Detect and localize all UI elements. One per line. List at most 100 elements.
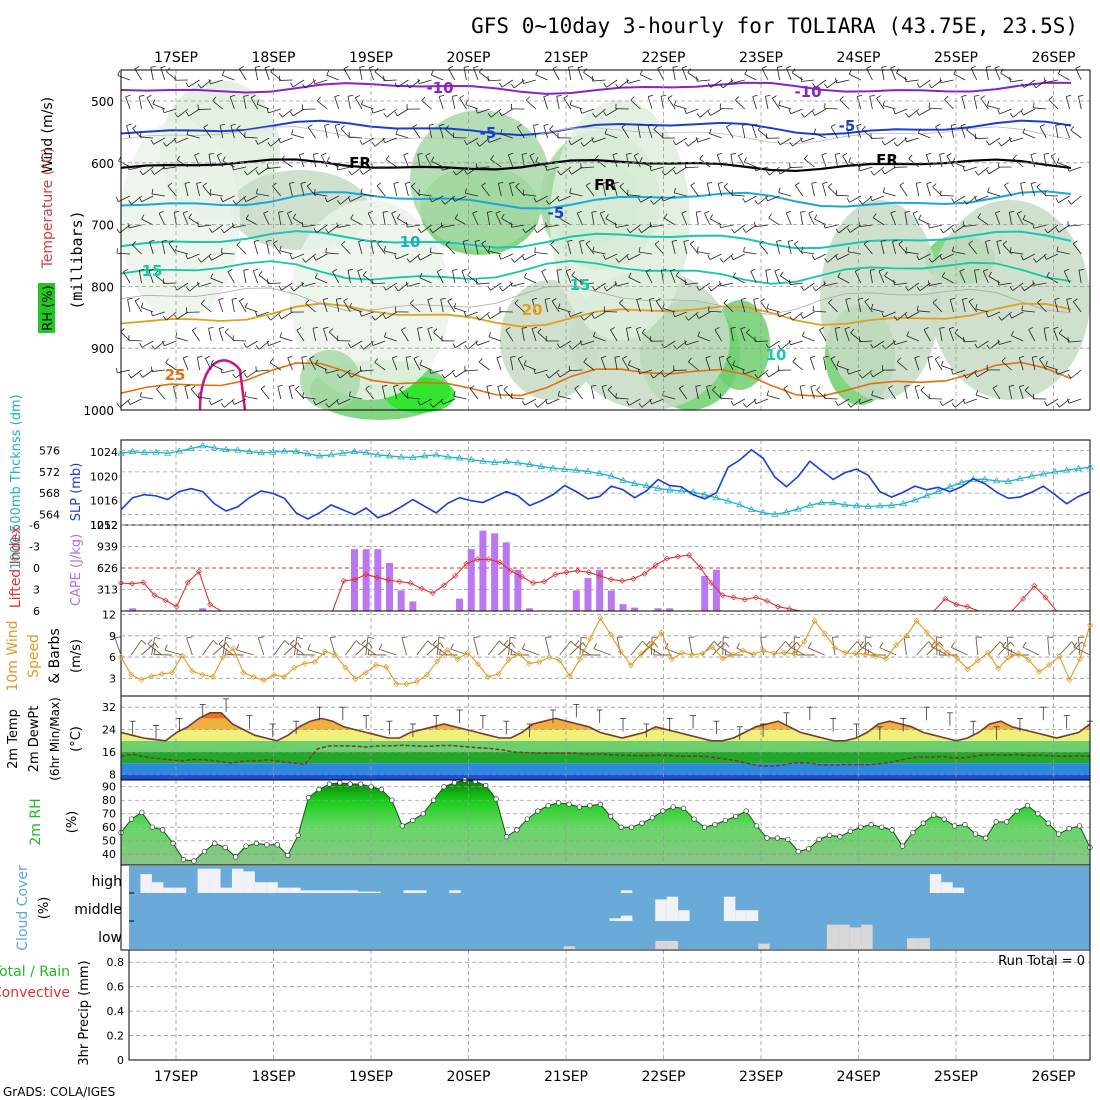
cloud-bar-low — [838, 924, 850, 949]
wind-barb-flag — [741, 297, 747, 300]
wind-speed-point — [699, 650, 706, 657]
wind-barb-flag — [812, 306, 814, 312]
wind-barb — [882, 105, 896, 110]
surface-wind-barb-flag — [330, 636, 337, 639]
wind-barb-flag — [645, 268, 651, 272]
surface-wind-barb-flag — [224, 648, 227, 655]
cloud-bg — [129, 866, 1090, 949]
wind-barb — [479, 311, 490, 321]
wind-barb — [942, 276, 954, 284]
li-point — [418, 585, 425, 592]
rh-point — [305, 794, 312, 801]
wind-barb-flag — [336, 165, 339, 171]
wind-barb — [605, 253, 618, 260]
wind-barb-flag — [712, 386, 717, 391]
wind-barb-flag — [413, 355, 419, 359]
wind-barb — [836, 194, 850, 197]
wind-barb — [347, 96, 351, 110]
wind-barb-flag — [876, 95, 881, 99]
wind-barb-flag — [568, 66, 574, 68]
wind-tick-label: 6 — [109, 651, 116, 664]
wind-barb-flag — [150, 66, 156, 68]
thickness-point — [269, 448, 277, 455]
li-point — [964, 603, 971, 610]
wind-speed-point — [403, 680, 410, 687]
wind-barb-flag — [986, 169, 990, 175]
wind-barb-flag — [220, 196, 224, 202]
thickness-point — [420, 452, 429, 459]
wind-barb — [134, 68, 142, 81]
contour-10 — [120, 230, 1072, 250]
wind-barb-flag — [394, 286, 399, 292]
wind-barb-flag — [1013, 154, 1017, 159]
wind-barb-flag — [1053, 326, 1059, 330]
cloud-bar-high — [952, 887, 965, 893]
wind-speed-point — [1005, 654, 1012, 661]
cape-bar — [350, 549, 358, 611]
wind-barb-flag — [448, 65, 454, 69]
wind-barb — [309, 358, 316, 371]
wind-barb — [218, 299, 224, 313]
wind-barb-flag — [232, 200, 237, 205]
wind-barb — [695, 212, 699, 226]
wind-barb — [929, 224, 943, 229]
wind-barb-flag — [279, 332, 282, 338]
wind-barb-flag — [551, 298, 557, 302]
wind-barb-flag — [742, 369, 745, 375]
wind-barb-flag — [498, 254, 502, 260]
wind-barb — [1065, 96, 1070, 110]
wind-barb — [278, 212, 282, 226]
wind-barb-flag — [846, 197, 850, 203]
wind-barb — [629, 224, 641, 234]
wind-speed-point — [1087, 622, 1093, 629]
wind-barb-flag — [498, 181, 504, 184]
wind-barb-flag — [355, 95, 360, 99]
surface-wind-barb-flag — [1002, 641, 1007, 648]
wind-barb-flag — [821, 152, 827, 156]
wind-barb — [664, 340, 676, 349]
wind-barb-flag — [742, 124, 748, 126]
wind-barb — [531, 328, 537, 342]
contour-label: -10 — [426, 79, 453, 97]
thickness-point — [537, 462, 545, 469]
wind-barb-flag — [662, 303, 665, 309]
wind-barb-flag — [591, 314, 595, 319]
wind-barb-flag — [649, 165, 652, 171]
wind-barb-flag — [707, 181, 713, 184]
wind-barb-flag — [997, 280, 1000, 286]
wind-barb — [210, 79, 223, 85]
wind-barb-flag — [615, 392, 617, 398]
wind-barb-flag — [325, 403, 330, 408]
wind-barb — [222, 195, 235, 203]
wind-barb — [245, 307, 258, 313]
wind-barb-flag — [579, 239, 585, 242]
cape-bar — [666, 608, 674, 611]
wind-units-label: (m/s) — [69, 639, 84, 673]
wind-barb-flag — [822, 181, 828, 184]
wind-barb-flag — [308, 124, 313, 128]
wind-barb-flag — [464, 169, 468, 175]
wind-barb-flag — [300, 181, 306, 184]
li-point — [730, 594, 737, 601]
wind-barb — [934, 358, 943, 371]
wind-barb-flag — [1033, 258, 1037, 263]
wind-barb — [497, 183, 502, 197]
contour-label: 15 — [142, 262, 163, 280]
wind-barb — [884, 166, 896, 175]
wind-barb — [526, 100, 537, 110]
wind-barb — [411, 186, 421, 197]
wind-barb — [616, 282, 629, 287]
wind-barb-flag — [417, 327, 423, 329]
wind-barb-flag — [194, 152, 200, 156]
wind-barb — [198, 396, 212, 400]
rh-point — [983, 835, 989, 841]
wind-barb-flag — [577, 65, 583, 69]
wind-barb-flag — [918, 214, 922, 220]
thickness-point — [549, 464, 557, 471]
wind-barb-flag — [139, 342, 143, 348]
wind-barb — [1024, 79, 1036, 88]
wind-barb — [301, 357, 305, 371]
wind-barb — [246, 369, 258, 378]
wind-barb — [257, 137, 270, 145]
wind-barb — [963, 224, 977, 227]
